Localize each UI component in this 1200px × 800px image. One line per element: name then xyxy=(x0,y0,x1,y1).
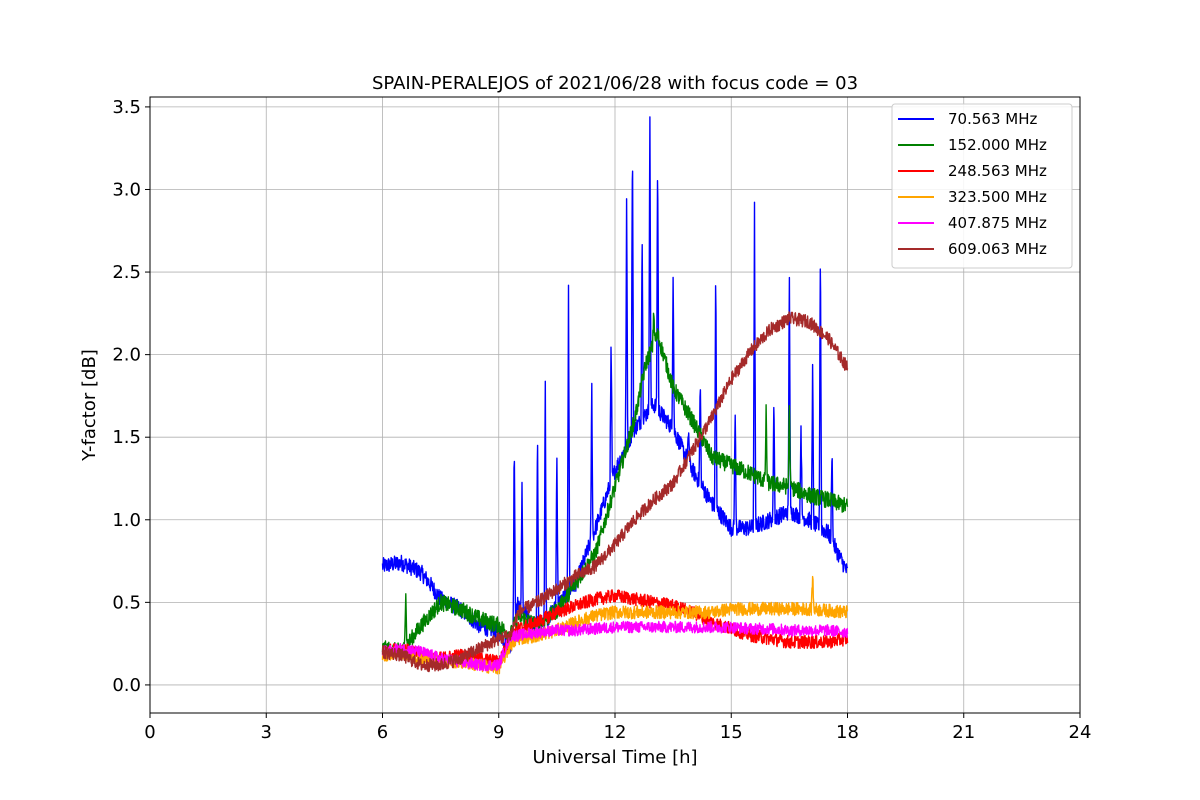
y-tick-label: 2.0 xyxy=(112,345,141,366)
x-tick-label: 3 xyxy=(261,722,272,743)
y-tick-label: 1.5 xyxy=(112,427,141,448)
x-tick-label: 9 xyxy=(493,722,504,743)
legend-entry-label: 609.063 MHz xyxy=(948,240,1047,258)
legend-entry-label: 323.500 MHz xyxy=(948,188,1047,206)
y-tick-label: 0.5 xyxy=(112,592,141,613)
series-lines xyxy=(381,116,849,675)
x-tick-label: 0 xyxy=(144,722,155,743)
y-tick-label: 2.5 xyxy=(112,262,141,283)
x-axis-label: Universal Time [h] xyxy=(532,747,697,768)
x-tick-label: 15 xyxy=(720,722,743,743)
y-axis: 0.0 0.5 1.0 1.5 2.0 2.5 3.0 3.5 xyxy=(112,97,150,696)
y-axis-label: Y-factor [dB] xyxy=(79,349,100,462)
x-tick-label: 18 xyxy=(836,722,859,743)
y-tick-label: 3.5 xyxy=(112,97,141,118)
x-tick-label: 24 xyxy=(1069,722,1092,743)
y-tick-label: 1.0 xyxy=(112,510,141,531)
x-axis: 0 3 6 9 12 15 18 21 24 xyxy=(144,713,1091,743)
legend-entry-label: 248.563 MHz xyxy=(948,162,1047,180)
x-tick-label: 6 xyxy=(377,722,388,743)
chart-title: SPAIN-PERALEJOS of 2021/06/28 with focus… xyxy=(372,73,858,94)
y-tick-label: 0.0 xyxy=(112,675,141,696)
legend-entry-label: 152.000 MHz xyxy=(948,136,1047,154)
y-tick-label: 3.0 xyxy=(112,179,141,200)
legend-box xyxy=(891,103,1073,269)
x-tick-label: 21 xyxy=(952,722,975,743)
legend: 70.563 MHz 152.000 MHz 248.563 MHz 323.500 … xyxy=(891,103,1073,269)
series-line xyxy=(381,312,849,659)
legend-entry-label: 70.563 MHz xyxy=(948,110,1037,128)
series-line xyxy=(381,311,849,673)
x-tick-label: 12 xyxy=(604,722,627,743)
legend-entry-label: 407.875 MHz xyxy=(948,214,1047,232)
